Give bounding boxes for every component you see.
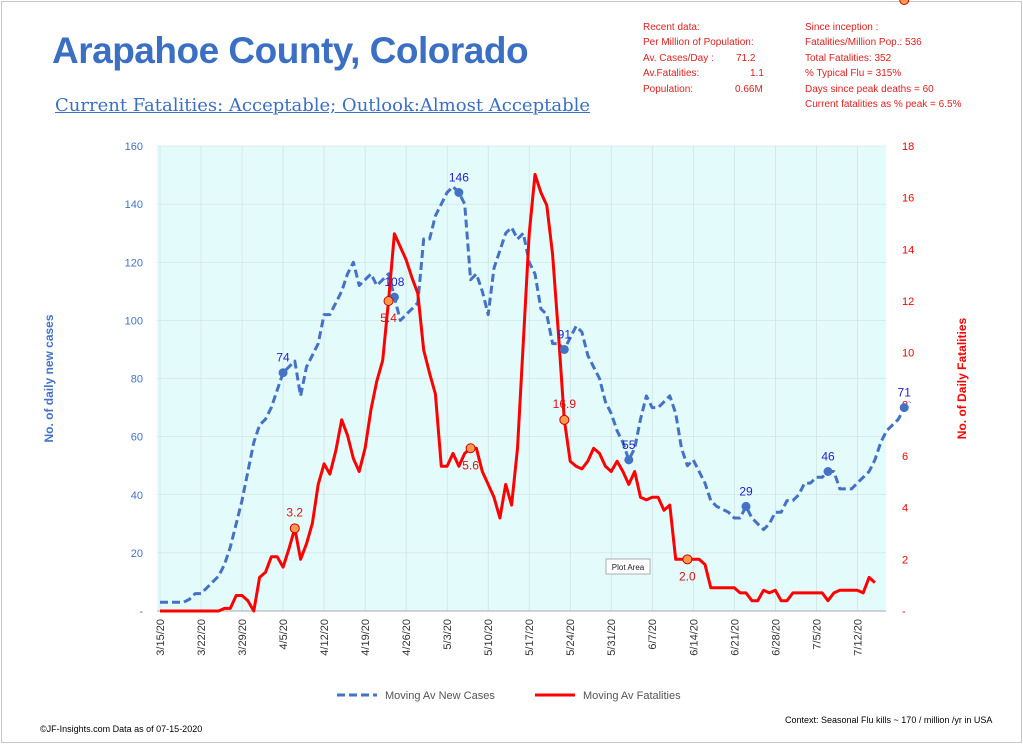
cases-series-line xyxy=(160,185,912,604)
left-axis-tick-label: 120 xyxy=(125,257,143,269)
x-axis-tick-label: 4/19/20 xyxy=(360,619,372,656)
fatalities-series-line xyxy=(160,172,876,613)
left-axis-tick-label: 160 xyxy=(125,141,143,153)
cases-point-label: 29 xyxy=(739,484,753,498)
cases-point-marker xyxy=(278,368,288,378)
right-axis-title: No. of Daily Fatalities xyxy=(955,317,969,439)
fatality-point-marker xyxy=(383,296,394,306)
left-axis-tick-label: 100 xyxy=(125,315,143,327)
x-axis-tick-label: 5/17/20 xyxy=(524,619,536,656)
fatality-point-label: 3.2 xyxy=(286,505,303,519)
x-axis-tick-label: 6/21/20 xyxy=(729,619,741,656)
fatality-point-marker xyxy=(682,554,693,565)
fatality-point-marker xyxy=(899,0,910,5)
x-axis-tick-label: 4/5/20 xyxy=(278,619,290,650)
inception-line-2: Total Fatalities: 352 xyxy=(805,52,892,64)
plot-area-tooltip-text: Plot Area xyxy=(612,563,645,572)
cases-point-label: 91 xyxy=(558,327,572,341)
page-title: Arapahoe County, Colorado xyxy=(52,30,529,71)
left-axis-tick-label: 80 xyxy=(131,374,143,386)
x-axis-tick-label: 3/29/20 xyxy=(237,619,249,656)
right-axis-tick-label: 10 xyxy=(902,348,914,360)
cases-point-marker xyxy=(741,501,751,511)
inception-line-5: Current fatalities as % peak = 6.5% xyxy=(805,98,962,110)
right-axis-tick-label: 6 xyxy=(902,451,908,463)
recent-cases-value: 71.2 xyxy=(736,52,756,64)
left-axis-tick-label: 20 xyxy=(131,548,143,560)
cases-point-marker xyxy=(823,467,833,476)
cases-point-marker xyxy=(559,344,569,354)
cases-point-label: 55 xyxy=(622,438,636,452)
x-axis-tick-label: 7/5/20 xyxy=(811,619,823,650)
right-axis-tick-label: 16 xyxy=(902,193,914,205)
fatality-point-marker xyxy=(465,443,476,454)
cases-point-label: 146 xyxy=(449,171,469,185)
right-axis-tick-label: 12 xyxy=(902,296,914,308)
x-axis-tick-label: 4/26/20 xyxy=(401,619,413,656)
cases-point-label: 71 xyxy=(898,386,912,400)
footer-context: Context: Seasonal Flu kills ~ 170 / mill… xyxy=(785,715,993,725)
x-axis-tick-label: 6/28/20 xyxy=(770,619,782,656)
inception-line-4: Days since peak deaths = 60 xyxy=(805,83,934,95)
x-axis-tick-label: 4/12/20 xyxy=(319,619,331,656)
plot-area-tooltip-box xyxy=(605,558,651,575)
left-axis-tick-label: 140 xyxy=(125,199,143,211)
recent-fatal-label: Av.Fatalities: xyxy=(643,68,700,80)
fatality-point-marker xyxy=(559,414,570,425)
x-axis-tick-label: 3/15/20 xyxy=(155,619,167,656)
x-axis-tick-label: 6/14/20 xyxy=(688,619,700,656)
legend-fatalities-label: Moving Av Fatalities xyxy=(583,690,681,702)
recent-data-box: Recent data: Per Million of Population: … xyxy=(643,20,773,97)
cases-point-label: 108 xyxy=(384,275,404,289)
left-axis-tick-label: 60 xyxy=(131,432,143,444)
fatality-point-label: 16.9 xyxy=(553,397,577,411)
right-axis-tick-label: 18 xyxy=(902,141,914,153)
right-axis-tick-label: 14 xyxy=(902,244,914,256)
cases-point-marker xyxy=(624,455,634,465)
page-subtitle: Current Fatalities: Acceptable; Outlook:… xyxy=(55,95,591,116)
x-axis-tick-label: 6/7/20 xyxy=(647,619,659,650)
x-axis-tick-label: 5/24/20 xyxy=(565,619,577,656)
cases-point-label: 46 xyxy=(821,450,835,464)
recent-per-million: Per Million of Population: xyxy=(643,37,754,49)
recent-fatal-value: 1.1 xyxy=(750,68,764,80)
recent-pop-value: 0.66M xyxy=(735,83,763,95)
recent-cases-label: Av. Cases/Day : xyxy=(643,52,714,64)
cases-point-marker xyxy=(899,403,909,413)
legend-cases-label: Moving Av New Cases xyxy=(385,690,495,702)
right-axis-tick-label: 2 xyxy=(902,554,908,566)
recent-pop-label: Population: xyxy=(643,83,694,95)
recent-heading: Recent data: xyxy=(643,22,700,33)
x-axis-tick-label: 5/31/20 xyxy=(606,619,618,656)
x-axis-tick-label: 5/10/20 xyxy=(483,619,495,656)
x-axis-tick-label: 5/3/20 xyxy=(442,619,454,650)
fatality-point-label: 1.1 xyxy=(896,0,913,3)
left-axis-tick-label: 40 xyxy=(131,490,143,502)
right-axis-tick-label: - xyxy=(902,606,906,618)
cases-point-label: 74 xyxy=(276,351,290,365)
right-axis-tick-label: 4 xyxy=(902,503,908,515)
fatality-point-label: 2.0 xyxy=(679,569,696,583)
cases-point-marker xyxy=(454,188,464,197)
x-axis-tick-label: 3/22/20 xyxy=(196,619,208,656)
inception-heading: Since inception : xyxy=(805,22,879,33)
x-axis-tick-label: 7/12/20 xyxy=(852,619,864,656)
fatality-point-marker xyxy=(289,523,300,534)
left-axis-tick-label: - xyxy=(139,606,143,618)
left-axis-title: No. of daily new cases xyxy=(42,314,56,442)
inception-line-1: Fatalities/Million Pop.: 536 xyxy=(805,37,922,49)
inception-line-3: % Typical Flu = 315% xyxy=(805,68,902,80)
footer-copyright: ©JF-Insights.com Data as of 07-15-2020 xyxy=(40,724,203,734)
fatality-point-label: 5.6 xyxy=(462,458,479,472)
fatality-point-label: 5.4 xyxy=(380,311,397,325)
